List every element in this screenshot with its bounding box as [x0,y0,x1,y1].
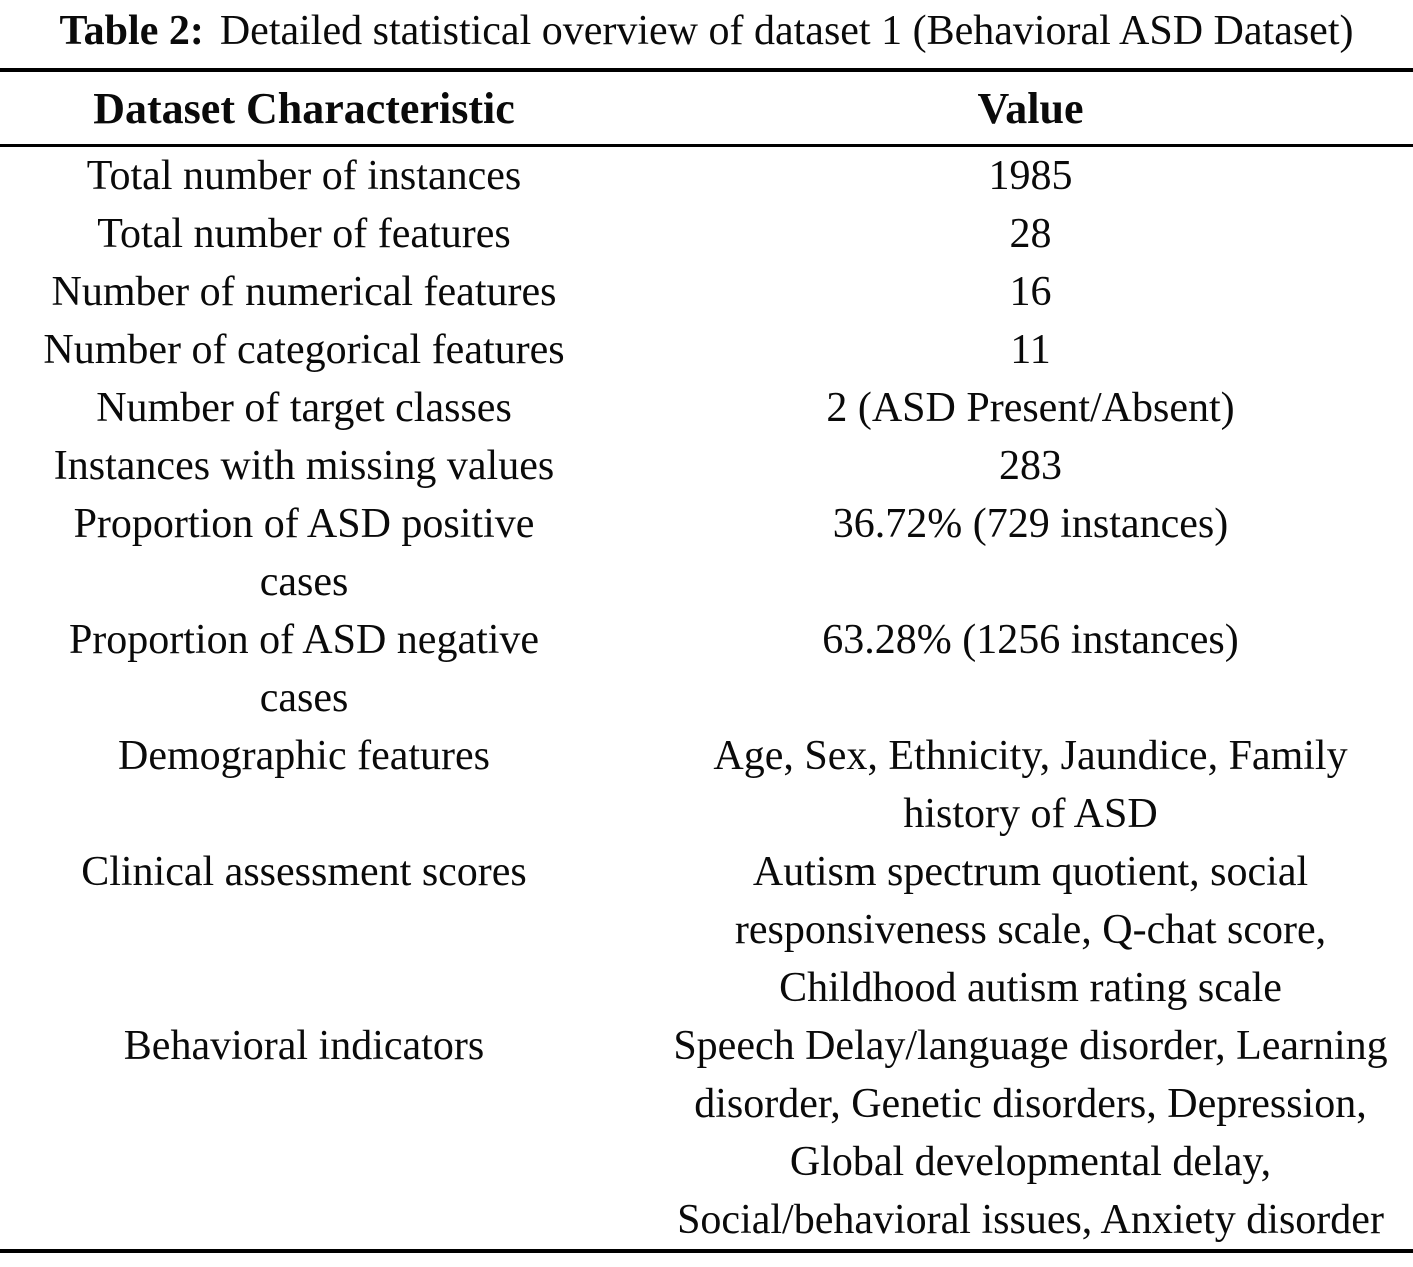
table-row: Demographic features Age, Sex, Ethnicity… [0,727,1413,843]
value-cell: 283 [999,443,1062,489]
table-row: Proportion of ASD negative cases 63.28% … [0,611,1413,727]
col-header-value: Value [608,70,1413,147]
characteristic-cell: Number of categorical features [43,327,565,373]
value-cell: 28 [1009,211,1052,257]
characteristic-cell: Total number of features [97,211,511,257]
value-cell: 36.72% (729 instances) [832,501,1229,547]
caption-text: Detailed statistical overview of dataset… [219,8,1354,54]
table-row: Instances with missing values 283 [0,437,1413,495]
characteristic-cell: Demographic features [118,733,490,779]
table-row: Behavioral indicators Speech Delay/langu… [0,1017,1413,1251]
table-row: Number of categorical features 11 [0,321,1413,379]
value-cell: Age, Sex, Ethnicity, Jaundice, Family hi… [713,733,1348,837]
characteristic-cell: Number of numerical features [51,269,557,315]
value-cell: Speech Delay/language disorder, Learning… [673,1023,1388,1243]
value-cell: 16 [1009,269,1052,315]
characteristic-cell: Instances with missing values [53,443,555,489]
value-cell: 1985 [988,153,1073,199]
caption-label: Table 2: [59,8,204,54]
table-row: Number of target classes 2 (ASD Present/… [0,379,1413,437]
characteristic-cell: Proportion of ASD positive cases [73,501,535,605]
header-row: Dataset Characteristic Value [0,70,1413,147]
dataset-statistics-table: Dataset Characteristic Value Total numbe… [0,68,1413,1253]
table-row: Total number of features 28 [0,205,1413,263]
characteristic-cell: Number of target classes [96,385,512,431]
characteristic-cell: Clinical assessment scores [81,849,527,895]
table-row: Proportion of ASD positive cases 36.72% … [0,495,1413,611]
col-header-characteristic: Dataset Characteristic [0,70,608,147]
table-row: Clinical assessment scores Autism spectr… [0,843,1413,1017]
table-row: Total number of instances 1985 [0,146,1413,206]
value-cell: 2 (ASD Present/Absent) [826,385,1235,431]
table-caption: Table 2: Detailed statistical overview of… [0,0,1413,58]
value-cell: 11 [1010,327,1051,373]
characteristic-cell: Total number of instances [86,153,522,199]
value-cell: 63.28% (1256 instances) [822,617,1239,663]
characteristic-cell: Proportion of ASD negative cases [68,617,540,721]
table-row: Number of numerical features 16 [0,263,1413,321]
characteristic-cell: Behavioral indicators [123,1023,485,1069]
value-cell: Autism spectrum quotient, social respons… [734,849,1327,1011]
